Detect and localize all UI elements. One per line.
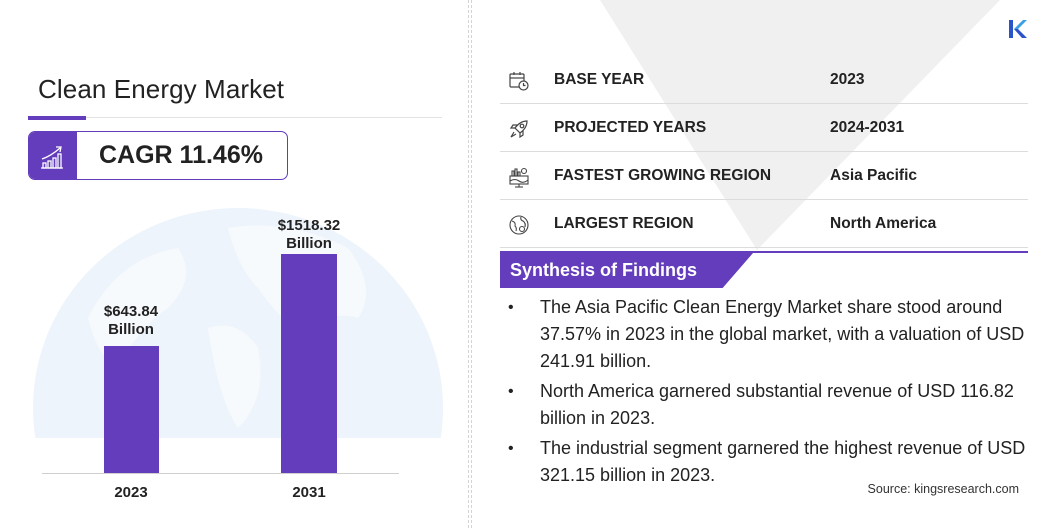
bar-value-2031: $1518.32 (277, 217, 341, 234)
bullet: • (508, 299, 514, 316)
bullet: • (508, 383, 514, 400)
info-row-base-year: BASE YEAR 2023 (500, 56, 1028, 104)
cagr-badge: CAGR 11.46% (28, 131, 288, 180)
bar-value-label-2031: $1518.32 Billion (259, 217, 359, 253)
bar-2031 (281, 254, 337, 473)
bullet: • (508, 440, 514, 457)
info-value: 2023 (830, 71, 865, 88)
panel-divider (468, 0, 472, 528)
synthesis-header-tab (500, 253, 753, 288)
info-key: FASTEST GROWING REGION (554, 167, 772, 184)
synthesis-title: Synthesis of Findings (510, 260, 698, 280)
bar-unit-2031: Billion (286, 235, 332, 252)
title-accent-bar (28, 116, 86, 120)
info-row-projected-years: PROJECTED YEARS 2024-2031 (500, 104, 1028, 152)
background-triangle (600, 0, 1000, 250)
kings-research-logo-icon (1009, 20, 1027, 38)
chart-x-axis (42, 473, 399, 474)
finding-text: The Asia Pacific Clean Energy Market sha… (540, 297, 1025, 371)
bar-2023 (104, 346, 159, 473)
globe-pin-icon (509, 215, 529, 235)
finding-item: • The Asia Pacific Clean Energy Market s… (508, 294, 1028, 375)
x-label-2031: 2031 (292, 484, 326, 501)
title-divider (28, 117, 442, 118)
info-key: BASE YEAR (554, 71, 645, 88)
finding-text: The industrial segment garnered the high… (540, 438, 1026, 485)
rocket-icon (509, 120, 528, 139)
growth-chart-icon (29, 132, 77, 179)
bar-value-2023: $643.84 (103, 303, 159, 320)
synthesis-divider (500, 251, 1028, 253)
growth-map-icon (509, 167, 529, 188)
info-value: Asia Pacific (830, 167, 918, 184)
findings-list: • The Asia Pacific Clean Energy Market s… (508, 294, 1028, 492)
info-row-largest-region: LARGEST REGION North America (500, 200, 1028, 248)
bar-value-label-2023: $643.84 Billion (86, 303, 176, 339)
info-value: North America (830, 215, 937, 232)
page-title: Clean Energy Market (38, 74, 285, 104)
cagr-value: CAGR 11.46% (99, 141, 263, 169)
finding-text: North America garnered substantial reven… (540, 381, 1014, 428)
calendar-clock-icon (509, 72, 529, 91)
info-key: PROJECTED YEARS (554, 119, 707, 136)
source-credit: Source: kingsresearch.com (867, 482, 1019, 496)
info-value: 2024-2031 (830, 119, 905, 136)
info-key: LARGEST REGION (554, 215, 694, 232)
finding-item: • North America garnered substantial rev… (508, 378, 1028, 432)
x-label-2023: 2023 (114, 484, 148, 501)
info-row-fastest-region: FASTEST GROWING REGION Asia Pacific (500, 152, 1028, 200)
finding-item: • The industrial segment garnered the hi… (508, 435, 1028, 489)
bar-unit-2023: Billion (108, 321, 154, 338)
